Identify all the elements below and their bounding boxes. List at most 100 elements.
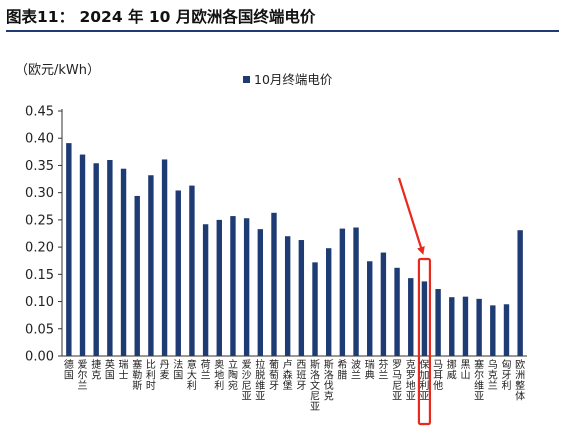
x-tick-label: 爱 [78,358,88,371]
x-tick-label: 卢 [283,358,293,371]
bar [148,175,154,356]
highlight-annotation [397,177,432,426]
x-tick-label: 比 [146,359,156,371]
x-tick-label: 亚 [419,392,429,403]
x-tick-label: 波 [351,358,361,371]
x-tick-label: 尔 [474,369,484,382]
x-tick-label: 保 [419,358,429,371]
x-tick-label: 匈 [501,358,511,371]
x-tick-label: 士 [119,369,129,382]
x-tick-label: 瑞 [365,359,375,371]
y-unit-label: （欧元/kWh） [15,63,100,78]
x-tick-label: 洛 [324,369,334,382]
title-rule [6,30,559,32]
x-tick-label: 班 [296,370,306,382]
y-tick-label: 0.40 [25,132,54,147]
x-tick-label: 塞 [474,358,484,371]
bar [517,230,523,356]
x-tick-label: 塞 [132,358,142,371]
figure-title: 图表11： 2024 年 10 月欧洲各国终端电价 [6,8,316,26]
bar [312,262,318,356]
x-tick-label: 国 [173,370,183,382]
y-tick-label: 0.05 [25,322,54,337]
x-tick-label: 洲 [515,370,525,382]
x-tick-label: 国 [64,370,74,382]
y-tick-label: 0.10 [25,295,54,310]
x-tick-label: 利 [419,380,429,392]
x-tick-label: 英 [105,358,115,371]
bar [476,298,482,356]
bar [93,163,99,356]
bar [298,240,305,356]
x-tick-label: 马 [392,370,402,382]
bar [394,267,400,356]
x-tick-label: 尼 [242,380,252,392]
x-tick-label: 葡 [269,358,279,371]
y-tick-label: 0.30 [25,186,54,201]
bar [230,216,236,356]
x-tick-label: 黑 [460,359,470,371]
bars [66,143,523,356]
legend-label: 10月终端电价 [254,72,333,87]
x-tick-label: 牙 [501,370,511,382]
x-tick-label: 时 [146,380,156,392]
legend: 10月终端电价 [243,72,333,87]
x-tick-label: 体 [515,391,525,403]
x-tick-label: 山 [460,370,470,382]
bar [490,305,496,356]
bar [339,228,346,356]
x-tick-label: 腊 [337,370,347,382]
x-tick-label: 罗 [406,370,416,382]
x-tick-label: 萄 [269,369,279,382]
x-tick-label: 利 [187,380,197,392]
x-tick-label: 麦 [160,370,170,382]
x-tick-label: 拉 [255,358,265,371]
x-tick-label: 森 [283,369,293,382]
x-tick-label: 他 [433,379,443,392]
x-tick-label: 欧 [515,359,525,371]
x-tick-label: 亚 [242,392,252,403]
x-tick-label: 洛 [310,369,320,382]
x-tick-label: 亚 [392,392,402,403]
x-tick-label: 兰 [488,379,498,392]
x-tick-label: 国 [105,370,115,382]
x-tick-label: 整 [515,379,525,392]
x-tick-label: 加 [419,370,429,382]
y-tick-label: 0.15 [25,268,54,283]
x-tick-label: 大 [187,369,197,382]
x-tick-label: 威 [447,369,457,382]
x-tick-label: 荷 [201,359,211,371]
x-tick-label: 尔 [78,369,88,382]
bar [380,252,387,356]
x-tick-label: 立 [228,358,238,371]
bar [202,224,209,356]
x-tick-label: 地 [214,369,224,382]
x-tick-label: 斯 [310,358,320,371]
x-tick-label: 尼 [310,391,320,403]
x-tick-label: 尼 [392,380,402,392]
x-tick-label: 兰 [201,369,211,382]
bar [189,185,195,356]
x-tick-label: 兰 [351,369,361,382]
x-tick-label: 罗 [392,359,402,371]
bar [107,160,113,356]
y-tick-label: 0.35 [25,159,54,174]
x-tick-label: 沙 [242,370,252,382]
x-tick-label: 地 [406,379,416,392]
x-tick-label: 芬 [378,359,388,371]
x-tick-label: 法 [173,358,183,371]
x-tick-label: 利 [214,380,224,392]
x-tick-label: 克 [324,391,334,403]
x-tick-label: 马 [433,359,443,371]
x-tick-label: 意 [187,358,197,371]
x-tick-label: 克 [406,359,416,371]
x-axis-labels: 德国爱尔兰捷克英国瑞士塞勒斯比利时丹麦法国意大利荷兰奥地利立陶宛爱沙尼亚拉脱维亚… [64,358,525,413]
bar [257,229,264,356]
x-tick-label: 牙 [269,380,279,392]
x-tick-label: 捷 [91,358,101,371]
x-tick-label: 亚 [474,392,484,403]
x-tick-label: 兰 [78,379,88,392]
bar [134,195,140,356]
x-tick-label: 亚 [310,402,320,413]
bar [353,227,359,356]
